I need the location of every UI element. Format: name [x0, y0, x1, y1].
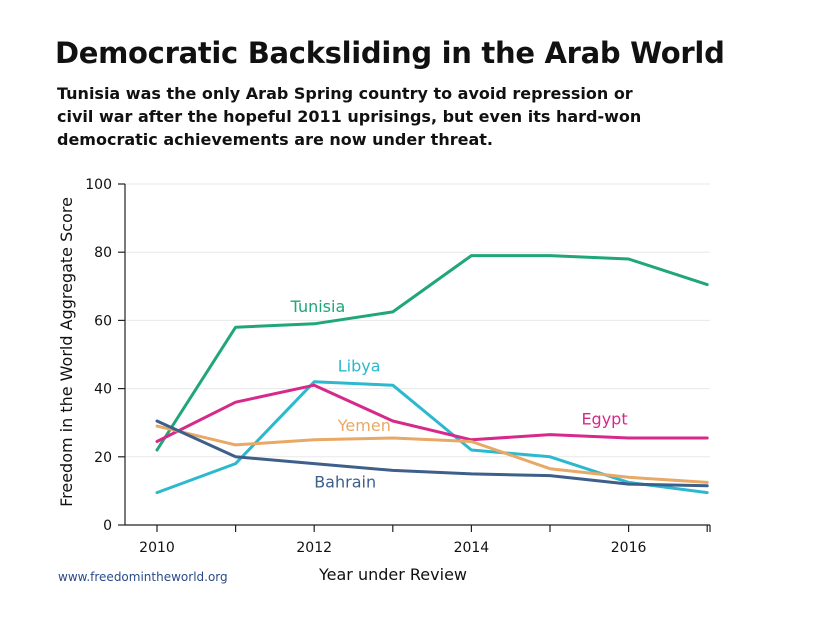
chart-title: Democratic Backsliding in the Arab World — [55, 36, 725, 70]
y-axis-label: Freedom in the World Aggregate Score — [57, 197, 76, 507]
series-line-yemen — [155, 424, 709, 484]
y-tick-label-40: 40 — [94, 382, 112, 398]
x-tick-label-2014: 2014 — [454, 540, 490, 556]
gridlines — [125, 183, 710, 458]
axes — [118, 183, 711, 532]
series-line-libya — [155, 380, 709, 495]
series-label-yemen: Yemen — [337, 416, 391, 435]
y-tick-label-60: 60 — [94, 313, 112, 329]
y-tick-labels: 0 20 40 60 80 100 — [85, 177, 112, 534]
series-line-egypt — [155, 383, 709, 443]
y-tick-label-20: 20 — [94, 450, 112, 466]
x-axis-label: Year under Review — [318, 565, 467, 584]
series-label-libya: Libya — [338, 357, 381, 376]
y-tick-label-100: 100 — [85, 177, 112, 193]
x-tick-label-2012: 2012 — [296, 540, 332, 556]
series-lines — [155, 254, 709, 495]
series-line-tunisia — [155, 254, 709, 452]
series-label-bahrain: Bahrain — [314, 472, 376, 491]
series-labels: Tunisia Libya Egypt Yemen Bahrain — [290, 297, 628, 492]
x-tick-labels: 2010 2012 2014 2016 — [139, 540, 646, 556]
y-tick-label-0: 0 — [103, 518, 112, 534]
series-label-tunisia: Tunisia — [290, 297, 346, 316]
x-tick-label-2016: 2016 — [611, 540, 647, 556]
y-tick-label-80: 80 — [94, 245, 112, 261]
x-tick-label-2010: 2010 — [139, 540, 175, 556]
series-label-egypt: Egypt — [581, 409, 627, 428]
source-link[interactable]: www.freedomintheworld.org — [58, 570, 228, 584]
series-line-bahrain — [155, 419, 709, 488]
chart-subtitle: Tunisia was the only Arab Spring country… — [57, 84, 642, 149]
